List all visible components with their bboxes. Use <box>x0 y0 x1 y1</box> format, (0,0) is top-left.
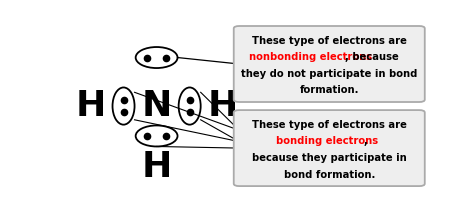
Text: bonding electrons: bonding electrons <box>276 136 378 146</box>
Text: bond formation.: bond formation. <box>283 169 375 180</box>
Text: they do not participate in bond: they do not participate in bond <box>241 69 418 79</box>
Text: These type of electrons are: These type of electrons are <box>252 36 407 46</box>
Text: H: H <box>75 89 106 123</box>
Text: because they participate in: because they participate in <box>252 153 407 163</box>
FancyBboxPatch shape <box>234 26 425 102</box>
Text: formation.: formation. <box>300 85 359 96</box>
Text: N: N <box>141 89 172 123</box>
Text: , because: , because <box>345 52 399 62</box>
Text: ,: , <box>364 136 367 146</box>
FancyBboxPatch shape <box>234 110 425 186</box>
Text: H: H <box>208 89 238 123</box>
Text: H: H <box>141 151 172 185</box>
Text: nonbonding electrons: nonbonding electrons <box>248 52 372 62</box>
Text: These type of electrons are: These type of electrons are <box>252 120 407 130</box>
